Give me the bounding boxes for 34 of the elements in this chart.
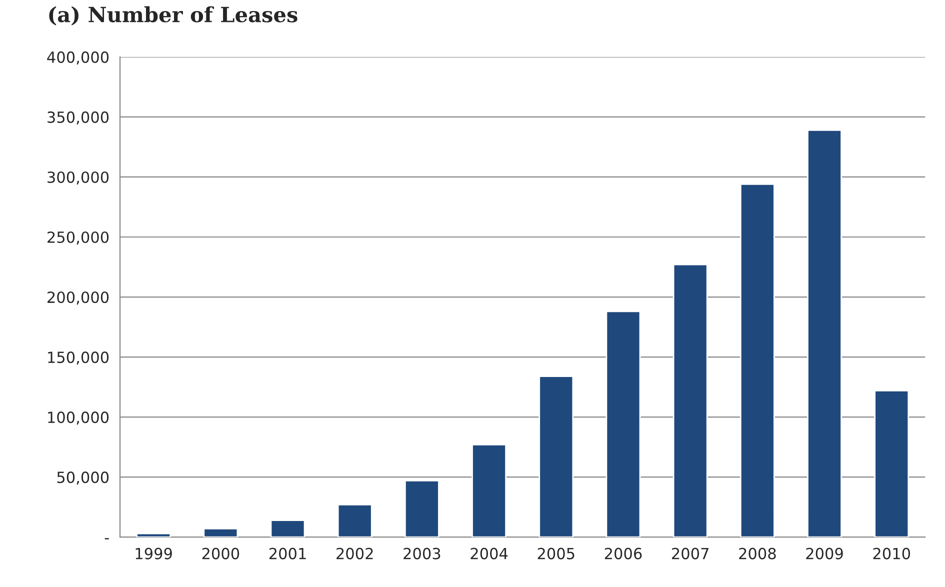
x-tick-label: 2005 bbox=[538, 548, 574, 560]
y-tick-label: 400,000 bbox=[47, 51, 109, 65]
bar bbox=[874, 390, 910, 538]
y-tick-label: 50,000 bbox=[57, 472, 109, 485]
y-tick-label: 250,000 bbox=[48, 231, 109, 245]
x-tick-label: 2001 bbox=[269, 548, 306, 560]
bar bbox=[807, 129, 842, 538]
x-tick-label: 2000 bbox=[202, 548, 240, 560]
x-tick-label: 1999 bbox=[136, 548, 172, 560]
y-tick-label: 100,000 bbox=[48, 412, 109, 425]
chart-title: (a) Number of Leases bbox=[49, 6, 298, 26]
bar bbox=[270, 520, 306, 538]
y-tick-label: 350,000 bbox=[48, 111, 109, 125]
bar bbox=[337, 504, 372, 538]
y-tick-label: 300,000 bbox=[48, 171, 109, 185]
x-tick-label: 2007 bbox=[672, 548, 708, 560]
x-tick-label: 2010 bbox=[873, 548, 910, 560]
bar bbox=[136, 532, 172, 538]
x-tick-label: 2004 bbox=[470, 548, 508, 560]
x-tick-label: 2002 bbox=[336, 548, 373, 560]
x-tick-label: 2008 bbox=[739, 548, 776, 560]
x-tick-label: 2003 bbox=[404, 548, 440, 560]
bar bbox=[740, 183, 775, 538]
bar bbox=[404, 480, 440, 538]
bar bbox=[672, 264, 708, 538]
bar bbox=[472, 444, 507, 538]
bar bbox=[538, 376, 574, 538]
x-tick-label: 2009 bbox=[806, 548, 843, 560]
y-tick-label: - bbox=[104, 538, 109, 540]
x-tick-label: 2006 bbox=[604, 548, 642, 560]
bar bbox=[606, 310, 641, 538]
y-tick-label: 150,000 bbox=[48, 352, 109, 365]
y-tick-label: 200,000 bbox=[48, 291, 109, 305]
bar bbox=[203, 528, 238, 538]
